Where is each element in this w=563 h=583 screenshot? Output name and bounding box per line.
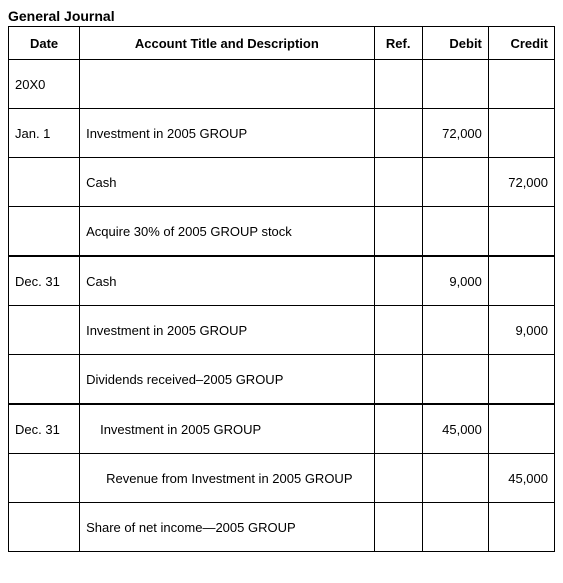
cell-credit: [488, 256, 554, 306]
cell-desc: Investment in 2005 GROUP: [80, 306, 374, 355]
cell-desc-text: Cash: [86, 274, 116, 289]
cell-ref: [374, 454, 422, 503]
journal-table: Date Account Title and Description Ref. …: [8, 26, 555, 552]
cell-date: Dec. 31: [9, 256, 80, 306]
cell-desc-text: Investment in 2005 GROUP: [86, 126, 247, 141]
cell-credit: 45,000: [488, 454, 554, 503]
header-desc: Account Title and Description: [80, 27, 374, 60]
cell-debit: [422, 306, 488, 355]
cell-date: Dec. 31: [9, 404, 80, 454]
cell-credit: [488, 60, 554, 109]
cell-date: Jan. 1: [9, 109, 80, 158]
cell-desc: Investment in 2005 GROUP: [80, 109, 374, 158]
cell-debit: [422, 503, 488, 552]
cell-ref: [374, 503, 422, 552]
cell-credit: [488, 503, 554, 552]
cell-credit: [488, 355, 554, 405]
cell-ref: [374, 207, 422, 257]
cell-ref: [374, 158, 422, 207]
table-row: 20X0: [9, 60, 555, 109]
table-row: Revenue from Investment in 2005 GROUP 45,…: [9, 454, 555, 503]
cell-debit: 9,000: [422, 256, 488, 306]
table-row: Dec. 31 Cash 9,000: [9, 256, 555, 306]
cell-date: [9, 503, 80, 552]
table-row: Acquire 30% of 2005 GROUP stock: [9, 207, 555, 257]
cell-date: [9, 355, 80, 405]
cell-debit: [422, 60, 488, 109]
cell-desc-text: Investment in 2005 GROUP: [86, 323, 247, 338]
cell-date: 20X0: [9, 60, 80, 109]
cell-desc-text: Dividends received–2005 GROUP: [86, 372, 283, 387]
cell-credit: [488, 207, 554, 257]
cell-ref: [374, 256, 422, 306]
cell-debit: [422, 207, 488, 257]
cell-desc-text: Share of net income—2005 GROUP: [86, 520, 296, 535]
cell-debit: 45,000: [422, 404, 488, 454]
cell-desc: Cash: [80, 158, 374, 207]
table-row: Jan. 1 Investment in 2005 GROUP 72,000: [9, 109, 555, 158]
cell-debit: [422, 355, 488, 405]
cell-date: [9, 158, 80, 207]
cell-ref: [374, 355, 422, 405]
cell-desc: Cash: [80, 256, 374, 306]
cell-ref: [374, 109, 422, 158]
cell-desc-text: Acquire 30% of 2005 GROUP stock: [86, 224, 292, 239]
cell-desc: Share of net income—2005 GROUP: [80, 503, 374, 552]
table-row: Cash 72,000: [9, 158, 555, 207]
cell-date: [9, 454, 80, 503]
cell-desc-text: Cash: [86, 175, 116, 190]
cell-debit: 72,000: [422, 109, 488, 158]
table-row: Investment in 2005 GROUP 9,000: [9, 306, 555, 355]
header-date: Date: [9, 27, 80, 60]
cell-desc: Revenue from Investment in 2005 GROUP: [80, 454, 374, 503]
cell-desc: [80, 60, 374, 109]
cell-desc-text: Investment in 2005 GROUP: [86, 422, 261, 437]
header-debit: Debit: [422, 27, 488, 60]
cell-credit: 72,000: [488, 158, 554, 207]
cell-debit: [422, 158, 488, 207]
table-row: Dividends received–2005 GROUP: [9, 355, 555, 405]
table-row: Dec. 31 Investment in 2005 GROUP 45,000: [9, 404, 555, 454]
cell-ref: [374, 404, 422, 454]
cell-credit: [488, 109, 554, 158]
header-row: Date Account Title and Description Ref. …: [9, 27, 555, 60]
header-ref: Ref.: [374, 27, 422, 60]
header-credit: Credit: [488, 27, 554, 60]
cell-debit: [422, 454, 488, 503]
cell-desc: Acquire 30% of 2005 GROUP stock: [80, 207, 374, 257]
cell-date: [9, 306, 80, 355]
cell-desc: Investment in 2005 GROUP: [80, 404, 374, 454]
cell-date: [9, 207, 80, 257]
cell-ref: [374, 306, 422, 355]
cell-ref: [374, 60, 422, 109]
cell-credit: 9,000: [488, 306, 554, 355]
table-row: Share of net income—2005 GROUP: [9, 503, 555, 552]
cell-credit: [488, 404, 554, 454]
table-title: General Journal: [8, 8, 555, 24]
cell-desc: Dividends received–2005 GROUP: [80, 355, 374, 405]
cell-desc-text: Revenue from Investment in 2005 GROUP: [86, 471, 352, 486]
